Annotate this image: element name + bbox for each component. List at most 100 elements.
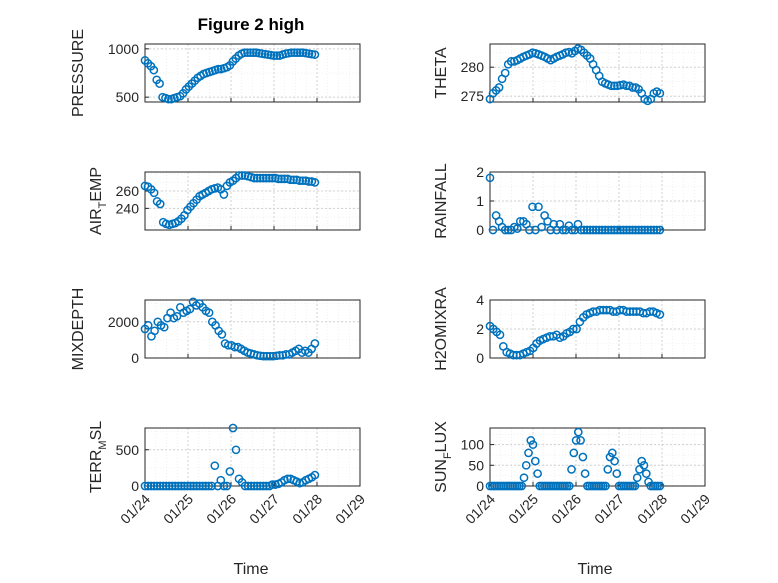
data-point — [217, 330, 227, 339]
data-point — [186, 481, 195, 491]
data-point — [533, 469, 542, 478]
data-point — [237, 171, 247, 180]
data-point — [155, 199, 165, 209]
data-point — [534, 202, 543, 212]
data-point — [295, 48, 305, 58]
y-axis-label-subscript: F — [442, 452, 454, 459]
data-point — [152, 481, 162, 491]
x-tick-label: 01/24 — [462, 491, 498, 527]
data-point — [161, 481, 171, 491]
figure-title: Figure 2 high — [198, 15, 305, 34]
data-point — [571, 436, 581, 445]
data-point — [632, 473, 642, 483]
x-tick-label: 01/28 — [634, 491, 670, 527]
data-point — [170, 481, 180, 491]
data-point — [246, 481, 256, 491]
data-point — [290, 48, 299, 58]
data-point — [287, 48, 296, 58]
data-point — [612, 469, 622, 478]
x-tick-label: 01/25 — [160, 491, 196, 527]
y-axis-label: TERRMSL — [88, 421, 109, 493]
data-point — [192, 481, 201, 491]
data-point — [292, 48, 302, 58]
data-point — [219, 190, 229, 199]
data-point — [537, 222, 546, 232]
data-point — [564, 481, 574, 491]
axes-box — [489, 43, 706, 103]
data-point — [177, 481, 186, 491]
data-point — [506, 57, 516, 66]
data-point — [268, 480, 277, 489]
data-point — [634, 225, 643, 235]
data-point — [495, 330, 505, 340]
data-point — [219, 481, 229, 491]
data-point — [307, 49, 317, 59]
y-axis-label-rest: LUX — [433, 421, 450, 452]
data-point — [210, 461, 220, 471]
data-point — [524, 448, 533, 458]
y-tick-label: 2 — [476, 164, 484, 180]
data-point — [277, 174, 286, 184]
y-tick-label: 275 — [461, 88, 485, 104]
data-point — [582, 225, 592, 235]
data-point — [240, 48, 249, 58]
data-point — [579, 225, 589, 235]
subplot-8: 0 50 100 SUNFLUX 01/24 01/25 01/26 01/27 01/28 01… — [433, 421, 713, 527]
data-point — [606, 81, 616, 91]
data-point — [597, 225, 607, 235]
data-point — [643, 225, 653, 235]
axes-box — [144, 171, 361, 231]
data-point — [637, 456, 647, 466]
data-point — [600, 225, 610, 235]
y-tick-label: 0 — [476, 350, 484, 366]
data-point — [155, 481, 165, 491]
data-point — [519, 473, 529, 483]
data-point — [286, 175, 295, 185]
data-point — [228, 423, 238, 433]
data-point — [262, 351, 272, 361]
data-point — [249, 48, 258, 58]
data-point — [649, 225, 659, 235]
data-point — [310, 50, 320, 59]
data-point — [310, 339, 320, 348]
data-point — [252, 481, 262, 491]
data-point — [185, 304, 195, 314]
y-tick-label: 0 — [476, 222, 484, 238]
data-point — [637, 225, 647, 235]
data-point — [525, 225, 534, 235]
data-point — [180, 481, 189, 491]
subplot-2: 275 280 THETA — [433, 43, 706, 106]
data-point — [149, 481, 159, 491]
y-tick-label: 100 — [461, 437, 485, 453]
data-point — [310, 470, 320, 480]
data-point — [578, 452, 588, 462]
data-point — [603, 225, 613, 235]
axes-box — [144, 43, 361, 103]
data-point — [655, 225, 665, 235]
data-point — [572, 324, 581, 334]
data-point — [249, 481, 259, 491]
data-point — [204, 308, 214, 318]
data-point — [269, 51, 279, 60]
x-axis-label-right: Time — [578, 561, 613, 578]
data-point — [591, 225, 601, 235]
data-point — [569, 448, 579, 458]
data-point — [635, 465, 644, 474]
data-point — [594, 225, 604, 235]
data-point — [252, 173, 262, 183]
data-point — [601, 481, 610, 491]
data-point — [628, 225, 637, 235]
data-point — [243, 48, 252, 58]
data-point — [500, 225, 510, 235]
x-tick-label: 01/25 — [505, 491, 541, 527]
data-point — [607, 448, 617, 458]
data-point — [485, 173, 495, 183]
data-point — [641, 469, 651, 478]
data-point — [616, 225, 625, 235]
data-point — [526, 436, 536, 445]
data-point — [143, 481, 153, 491]
data-point — [640, 225, 650, 235]
y-tick-label: 50 — [468, 457, 484, 473]
